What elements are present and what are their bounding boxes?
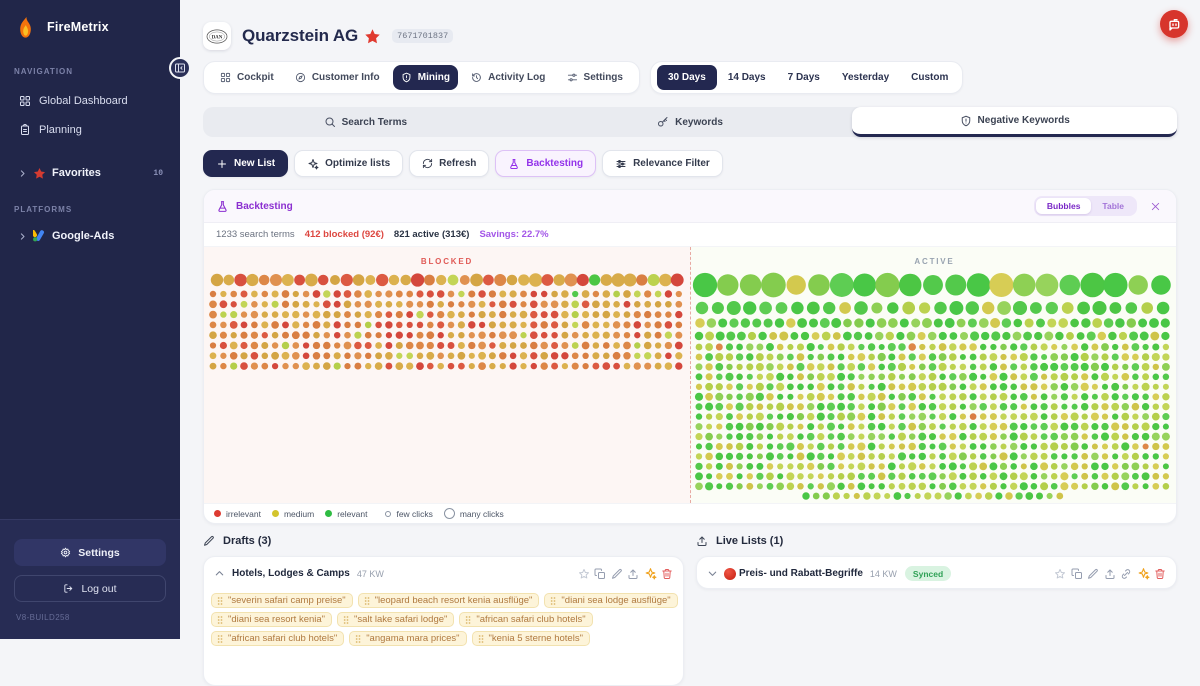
svg-text:DAN: DAN — [212, 35, 223, 40]
